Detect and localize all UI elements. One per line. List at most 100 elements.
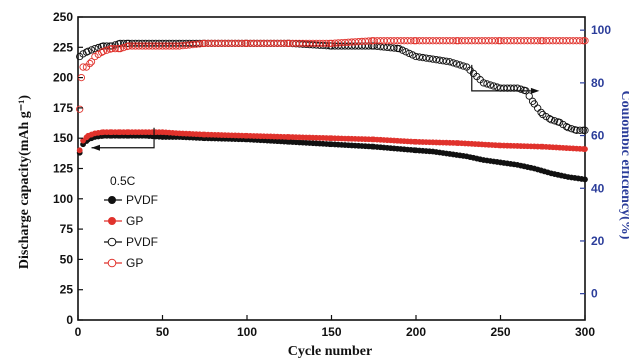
- data-point: [483, 80, 491, 88]
- data-point: [91, 44, 99, 53]
- y-tick-label: 25: [60, 283, 74, 297]
- data-point: [567, 125, 576, 133]
- legend-item: PVDF: [104, 235, 158, 249]
- data-point: [111, 44, 119, 53]
- data-point: [87, 46, 96, 54]
- series-pvdf-right: [76, 39, 589, 134]
- legend-marker: [108, 196, 116, 204]
- data-point: [86, 59, 94, 68]
- x-tick-label: 150: [321, 325, 341, 339]
- data-point: [449, 59, 457, 67]
- data-point: [76, 105, 84, 113]
- series-gp-right: [76, 37, 589, 113]
- y2-tick-label: 40: [591, 181, 605, 195]
- x-tick-label: 100: [237, 325, 257, 339]
- legend-item: PVDF: [104, 193, 158, 207]
- series-layer: [76, 37, 589, 183]
- data-point: [490, 82, 498, 90]
- data-point: [87, 58, 96, 66]
- data-point: [94, 43, 102, 52]
- data-point: [407, 37, 415, 45]
- y-tick-label: 125: [53, 162, 73, 176]
- axis-arrows: [91, 64, 540, 151]
- legend-marker: [108, 217, 116, 225]
- data-point: [398, 46, 407, 54]
- data-point: [486, 81, 495, 89]
- axes-layer: 0 50 100 150 200 250 3000255075100125150175200…: [53, 10, 611, 339]
- legend-label: PVDF: [126, 235, 158, 249]
- y-tick-label: 75: [60, 222, 74, 236]
- data-point: [196, 40, 204, 48]
- data-point: [98, 48, 106, 56]
- y-tick-label: 150: [53, 131, 73, 145]
- data-point: [84, 47, 92, 55]
- data-point: [365, 42, 373, 50]
- y2-tick-label: 80: [591, 76, 605, 90]
- data-point: [429, 55, 437, 63]
- plot-area: [77, 16, 586, 321]
- data-point: [582, 146, 588, 153]
- data-point: [491, 37, 500, 45]
- y-tick-label: 0: [66, 313, 73, 327]
- data-point: [119, 43, 128, 52]
- data-point: [76, 147, 83, 154]
- y2-axis-title: Coulombic efficiency(%): [618, 91, 629, 240]
- data-point: [545, 115, 554, 123]
- data-point: [562, 122, 571, 131]
- legend-label: GP: [126, 214, 143, 228]
- data-point: [456, 61, 464, 69]
- data-point: [402, 48, 410, 56]
- y-tick-label: 100: [53, 192, 73, 206]
- data-point: [432, 56, 440, 64]
- right-axis-arrowhead: [530, 87, 540, 94]
- y2-tick-label: 0: [591, 287, 598, 301]
- data-point: [103, 46, 111, 54]
- data-point: [99, 47, 108, 55]
- data-point: [405, 49, 413, 58]
- data-point: [449, 37, 457, 45]
- data-point: [537, 108, 545, 117]
- data-point: [280, 39, 288, 47]
- data-point: [116, 44, 124, 53]
- data-point: [82, 48, 91, 56]
- legend-label: PVDF: [126, 193, 158, 207]
- y2-tick-label: 100: [591, 23, 611, 37]
- y-tick-label: 175: [53, 101, 73, 115]
- data-point: [412, 52, 420, 61]
- x-tick-label: 200: [406, 325, 426, 339]
- y-tick-label: 225: [53, 40, 73, 54]
- plot-frame: [77, 16, 586, 321]
- data-point: [415, 53, 424, 61]
- y2-tick-label: 60: [591, 129, 605, 143]
- data-point: [479, 79, 488, 87]
- data-point: [581, 37, 589, 45]
- data-point: [408, 51, 417, 59]
- data-point: [422, 54, 430, 62]
- data-point: [442, 57, 451, 65]
- data-point: [238, 39, 246, 47]
- data-point: [365, 37, 373, 45]
- y2-tick-label: 20: [591, 234, 605, 248]
- data-point: [517, 85, 525, 93]
- y-tick-label: 250: [53, 10, 73, 24]
- x-tick-label: 50: [156, 325, 170, 339]
- data-point: [534, 37, 542, 45]
- data-point: [550, 117, 559, 125]
- x-tick-label: 0: [75, 325, 82, 339]
- x-tick-label: 300: [575, 325, 595, 339]
- series-gp-left: [76, 129, 588, 154]
- data-point: [525, 92, 533, 100]
- legend-marker: [107, 237, 117, 247]
- data-point: [452, 60, 461, 68]
- data-point: [395, 44, 403, 53]
- right-axis-arrow: [471, 64, 531, 92]
- legend-item: GP: [104, 256, 143, 270]
- y-tick-label: 50: [60, 252, 74, 266]
- data-point: [576, 126, 584, 134]
- data-point: [439, 57, 447, 65]
- legend-label: GP: [126, 256, 143, 270]
- data-point: [581, 126, 589, 134]
- x-tick-label: 250: [490, 325, 510, 339]
- data-point: [446, 58, 454, 66]
